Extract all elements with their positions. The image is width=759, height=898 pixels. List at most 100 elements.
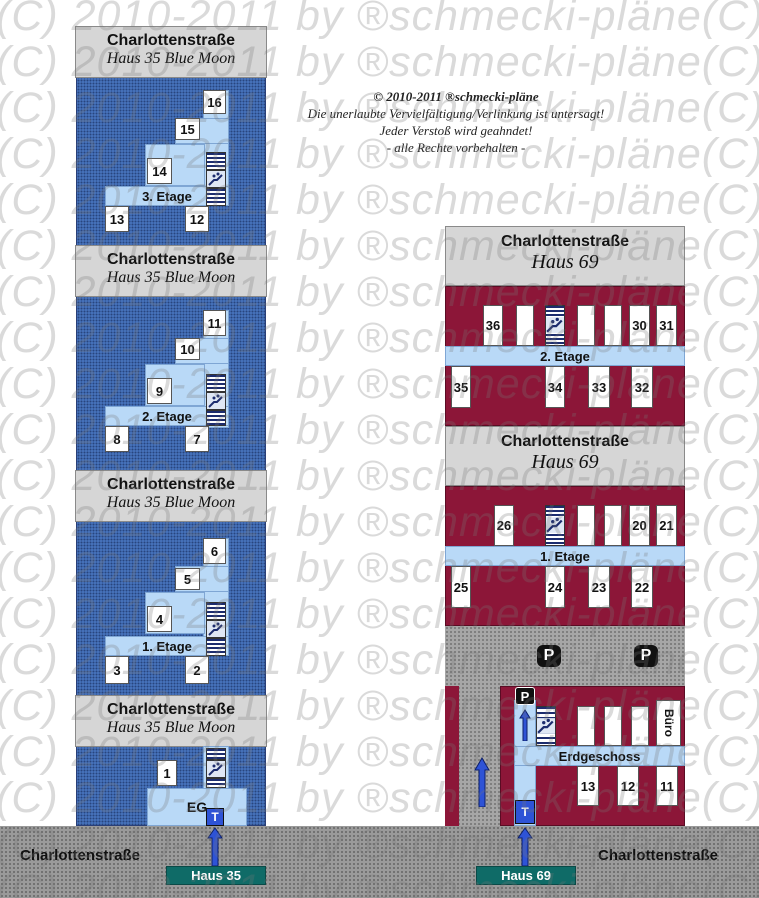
room-8[interactable]: 8 xyxy=(105,426,129,452)
label-street: Charlottenstraße xyxy=(106,251,236,268)
stairs xyxy=(206,638,226,656)
escalator-icon xyxy=(206,760,226,778)
room-6[interactable]: 6 xyxy=(203,538,226,564)
haus69-label-1: Charlottenstraße Haus 69 xyxy=(445,426,685,486)
room-empty[interactable] xyxy=(604,706,622,746)
room-5[interactable]: 5 xyxy=(175,568,200,590)
stairs xyxy=(206,602,226,620)
elevator-t-haus69[interactable]: T xyxy=(515,800,535,824)
escalator-icon-glyph xyxy=(208,622,223,636)
label-house: Haus 35 Blue Moon xyxy=(106,269,236,286)
haus35-label-3: Charlottenstraße Haus 35 Blue Moon xyxy=(75,26,267,78)
room-21[interactable]: 21 xyxy=(656,505,677,546)
corridor-2-etage: 2. Etage xyxy=(105,406,229,426)
room-34[interactable]: 34 xyxy=(545,366,565,408)
escalator-icon xyxy=(206,392,226,410)
room-25[interactable]: 25 xyxy=(451,566,471,608)
notice-line: - alle Rechte vorbehalten - xyxy=(386,140,526,155)
room-11[interactable]: 11 xyxy=(203,310,226,336)
room-22[interactable]: 22 xyxy=(631,566,653,608)
haus69-label-2: Charlottenstraße Haus 69 xyxy=(445,226,685,286)
room-11-h69[interactable]: 11 xyxy=(656,766,678,806)
room-buero-label: Büro xyxy=(661,709,676,737)
haus35-label-eg: Charlottenstraße Haus 35 Blue Moon xyxy=(75,695,267,747)
corridor-3-etage: 3. Etage xyxy=(105,186,229,206)
stairs xyxy=(206,374,226,392)
room-33[interactable]: 33 xyxy=(588,366,610,408)
room-31[interactable]: 31 xyxy=(656,305,677,346)
room-32[interactable]: 32 xyxy=(631,366,653,408)
entrance-haus35-label: Haus 35 xyxy=(166,866,266,885)
escalator-icon-glyph xyxy=(208,394,223,408)
room-empty[interactable] xyxy=(604,305,622,346)
room-12-h69[interactable]: 12 xyxy=(617,766,639,806)
room-15[interactable]: 15 xyxy=(175,118,200,140)
entrance-arrow-icon xyxy=(517,827,533,866)
label-house: Haus 69 xyxy=(531,251,599,273)
corridor-1-etage-h69: 1. Etage xyxy=(445,546,685,566)
escalator-icon xyxy=(206,620,226,638)
room-24[interactable]: 24 xyxy=(545,566,565,608)
room-10[interactable]: 10 xyxy=(175,338,200,360)
label-house: Haus 69 xyxy=(531,451,599,473)
room-empty[interactable] xyxy=(577,706,595,746)
room-26[interactable]: 26 xyxy=(494,505,514,546)
haus69-side-wall xyxy=(445,686,459,826)
label-house: Haus 35 Blue Moon xyxy=(106,50,236,67)
room-3[interactable]: 3 xyxy=(105,656,129,684)
haus35-label-2: Charlottenstraße Haus 35 Blue Moon xyxy=(75,245,267,297)
copyright-notice: © 2010-2011 ®schmecki-pläne Die unerlaub… xyxy=(278,88,634,156)
room-empty[interactable] xyxy=(631,706,649,746)
label-street: Charlottenstraße xyxy=(106,32,236,49)
room-1[interactable]: 1 xyxy=(157,760,177,786)
parking-icon: P xyxy=(634,645,658,667)
room-16[interactable]: 16 xyxy=(203,90,226,114)
notice-line: Die unerlaubte Vervielfältigung/Verlinku… xyxy=(307,106,605,121)
room-9[interactable]: 9 xyxy=(147,378,172,404)
escalator-icon xyxy=(537,718,555,734)
room-30[interactable]: 30 xyxy=(629,305,650,346)
label-street: Charlottenstraße xyxy=(106,476,236,493)
room-2[interactable]: 2 xyxy=(185,656,209,684)
street-band xyxy=(0,826,759,898)
arrow-up-icon xyxy=(519,709,531,741)
room-20[interactable]: 20 xyxy=(629,505,650,546)
room-12[interactable]: 12 xyxy=(185,206,209,232)
corridor-1-etage: 1. Etage xyxy=(105,636,229,656)
corridor-eg: EG xyxy=(147,788,247,826)
corridor-2-etage-h69: 2. Etage xyxy=(445,346,685,366)
room-35[interactable]: 35 xyxy=(451,366,471,408)
label-street: Charlottenstraße xyxy=(106,701,236,718)
room-13[interactable]: 13 xyxy=(105,206,129,232)
room-14[interactable]: 14 xyxy=(147,158,172,184)
stairs xyxy=(206,152,226,170)
label-street: Charlottenstraße xyxy=(500,233,630,250)
driveway-arrow-icon xyxy=(474,757,490,807)
room-buero[interactable]: Büro xyxy=(656,700,681,746)
escalator-icon-glyph xyxy=(208,762,223,776)
room-empty[interactable] xyxy=(577,305,595,346)
stairs xyxy=(206,778,226,788)
stairs xyxy=(206,748,226,760)
elevator-t-haus35[interactable]: T xyxy=(206,808,224,826)
escalator-icon xyxy=(546,317,564,333)
notice-title: © 2010-2011 ®schmecki-pläne xyxy=(373,89,539,104)
room-empty[interactable] xyxy=(516,305,534,346)
room-13-h69[interactable]: 13 xyxy=(577,766,599,806)
haus35-label-1: Charlottenstraße Haus 35 Blue Moon xyxy=(75,470,267,522)
escalator-icon xyxy=(206,170,226,188)
room-7[interactable]: 7 xyxy=(185,426,209,452)
label-house: Haus 35 Blue Moon xyxy=(106,719,236,736)
room-empty[interactable] xyxy=(577,505,595,546)
stairs xyxy=(206,410,226,426)
room-23[interactable]: 23 xyxy=(588,566,610,608)
street-name-right: Charlottenstraße xyxy=(598,847,719,864)
escalator-icon xyxy=(546,517,564,533)
room-empty[interactable] xyxy=(604,505,622,546)
room-4[interactable]: 4 xyxy=(147,606,172,632)
room-36[interactable]: 36 xyxy=(483,305,503,346)
escalator-icon-glyph xyxy=(208,172,223,186)
label-house: Haus 35 Blue Moon xyxy=(106,494,236,511)
parking-icon: P xyxy=(537,645,561,667)
corridor-erdgeschoss: Erdgeschoss xyxy=(514,746,685,766)
